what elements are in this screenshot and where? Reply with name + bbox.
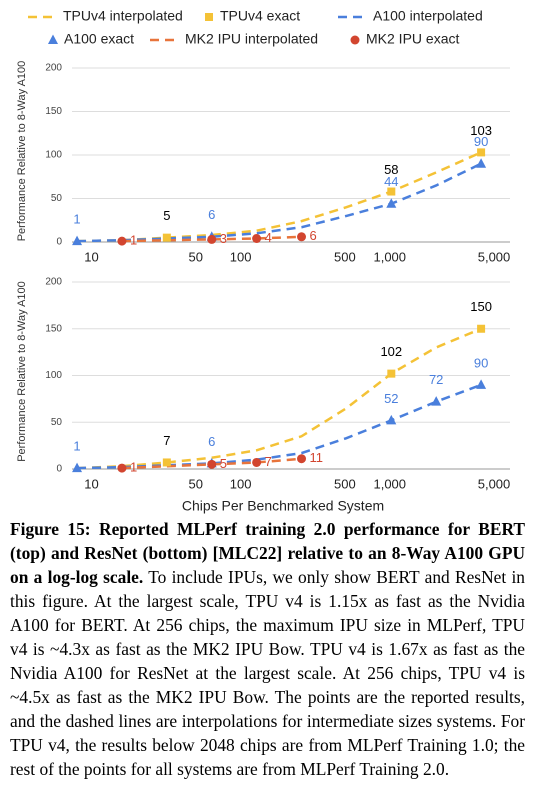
marker-triangle: [386, 414, 397, 425]
y-tick-label: 150: [45, 323, 62, 334]
data-label: 6: [310, 228, 317, 243]
data-label: 103: [470, 123, 492, 138]
data-label: 7: [265, 454, 272, 469]
x-tick-label: 10: [84, 476, 98, 491]
x-tick-label: 50: [189, 476, 203, 491]
x-axis-title: Chips Per Benchmarked System: [182, 498, 384, 514]
y-tick-label: 200: [45, 63, 62, 74]
y-axis-title: Performance Relative to 8-Way A100: [16, 281, 28, 462]
marker-triangle: [476, 158, 487, 168]
x-tick-label: 5,000: [478, 476, 511, 491]
marker-circle: [207, 459, 217, 469]
marker-circle: [297, 232, 307, 242]
y-tick-label: 200: [45, 277, 62, 288]
y-axis-title: Performance Relative to 8-Way A100: [16, 61, 28, 242]
y-tick-label: 0: [56, 237, 62, 248]
y-tick-label: 100: [45, 370, 62, 381]
data-label: 44: [384, 174, 398, 189]
x-tick-label: 500: [334, 476, 356, 491]
legend-label: TPUv4 interpolated: [63, 8, 183, 24]
marker-triangle: [386, 198, 397, 208]
data-label: 1: [130, 460, 137, 475]
caption-text: To include IPUs, we only show BERT and R…: [10, 567, 525, 779]
caption-label: Figure 15: Reported MLPerf training 2.0 …: [10, 519, 525, 587]
data-label: 5: [220, 456, 227, 471]
legend-label: A100 exact: [64, 31, 134, 47]
marker-circle: [350, 35, 360, 45]
marker-square: [477, 324, 486, 333]
y-tick-label: 150: [45, 106, 62, 117]
data-label: 4: [265, 230, 272, 245]
legend-label: TPUv4 exact: [220, 8, 300, 24]
x-tick-label: 10: [84, 249, 98, 264]
data-label: 72: [429, 372, 443, 387]
data-label: 11: [310, 450, 324, 465]
y-tick-label: 0: [56, 464, 62, 475]
interpolated-line: [77, 162, 482, 243]
marker-circle: [252, 234, 262, 244]
data-label: 6: [208, 207, 215, 222]
marker-circle: [207, 234, 217, 244]
marker-circle: [117, 236, 127, 246]
data-label: 1: [73, 212, 80, 227]
marker-circle: [252, 457, 262, 467]
x-tick-label: 500: [334, 249, 356, 264]
marker-square: [387, 369, 396, 378]
data-label: 90: [474, 134, 488, 149]
data-label: 3: [220, 231, 227, 246]
x-tick-label: 1,000: [373, 476, 406, 491]
data-label: 7: [163, 433, 170, 448]
marker-triangle: [72, 235, 83, 246]
data-label: 1: [73, 439, 80, 454]
marker-square: [477, 148, 486, 157]
interpolated-line: [77, 383, 482, 470]
legend-label: MK2 IPU exact: [366, 31, 459, 47]
data-label: 90: [474, 355, 488, 370]
marker-square: [387, 187, 396, 196]
x-tick-label: 100: [230, 249, 252, 264]
caption: Figure 15: Reported MLPerf training 2.0 …: [10, 517, 525, 781]
data-label: 52: [384, 391, 398, 406]
interpolated-line: [76, 327, 482, 470]
data-label: 6: [208, 434, 215, 449]
x-tick-label: 100: [230, 476, 252, 491]
data-label: 5: [163, 208, 170, 223]
data-label: 58: [384, 162, 398, 177]
interpolated-line: [77, 151, 482, 243]
x-tick-label: 50: [189, 249, 203, 264]
data-label: 102: [380, 344, 402, 359]
marker-circle: [297, 454, 307, 464]
y-tick-label: 100: [45, 150, 62, 161]
legend-label: MK2 IPU interpolated: [185, 31, 318, 47]
marker-triangle: [72, 462, 83, 473]
data-label: 1: [130, 233, 137, 248]
marker-square: [205, 13, 213, 21]
marker-square: [162, 233, 171, 242]
y-tick-label: 50: [51, 417, 63, 428]
marker-square: [162, 458, 171, 467]
x-tick-label: 5,000: [478, 249, 511, 264]
marker-triangle: [48, 34, 58, 44]
y-tick-label: 50: [51, 193, 63, 204]
legend-label: A100 interpolated: [373, 8, 483, 24]
marker-circle: [117, 463, 127, 473]
marker-triangle: [476, 379, 487, 389]
marker-triangle: [431, 396, 442, 406]
x-tick-label: 1,000: [373, 249, 406, 264]
data-label: 150: [470, 299, 492, 314]
